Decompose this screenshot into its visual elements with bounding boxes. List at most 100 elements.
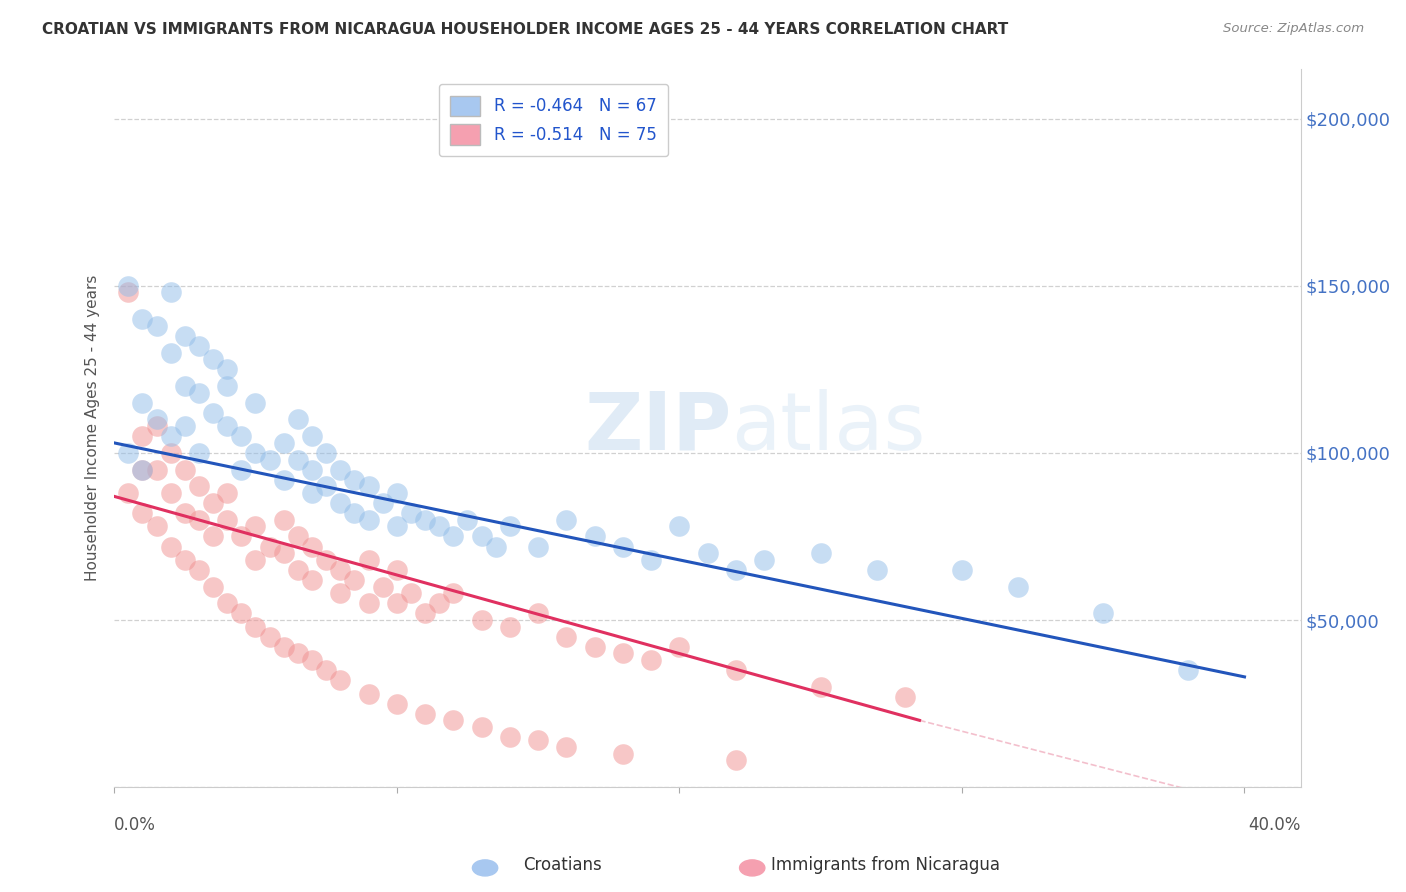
Point bbox=[357, 687, 380, 701]
Point bbox=[752, 553, 775, 567]
Point bbox=[202, 496, 225, 510]
Point bbox=[245, 553, 267, 567]
Point bbox=[273, 640, 295, 654]
Point bbox=[117, 486, 139, 500]
Point bbox=[724, 563, 747, 577]
Point bbox=[301, 653, 323, 667]
Point bbox=[131, 462, 153, 476]
Point bbox=[301, 486, 323, 500]
Point bbox=[1092, 607, 1115, 621]
Point bbox=[131, 429, 153, 443]
Point bbox=[287, 563, 309, 577]
Point bbox=[499, 730, 522, 744]
Point bbox=[202, 352, 225, 367]
Point bbox=[259, 452, 281, 467]
Point bbox=[527, 607, 550, 621]
Point bbox=[301, 462, 323, 476]
Point bbox=[217, 362, 239, 376]
Point bbox=[188, 563, 211, 577]
Point bbox=[583, 529, 606, 543]
Point bbox=[950, 563, 973, 577]
Point bbox=[371, 580, 394, 594]
Point bbox=[188, 479, 211, 493]
Point bbox=[173, 419, 195, 434]
Point bbox=[555, 740, 578, 755]
Point bbox=[173, 506, 195, 520]
Point bbox=[810, 546, 832, 560]
Point bbox=[399, 506, 422, 520]
Point bbox=[217, 596, 239, 610]
Point bbox=[329, 496, 352, 510]
Point bbox=[470, 720, 492, 734]
Point bbox=[343, 506, 366, 520]
Point bbox=[315, 663, 337, 677]
Point bbox=[555, 513, 578, 527]
Point bbox=[385, 563, 408, 577]
Point bbox=[894, 690, 917, 704]
Point bbox=[173, 379, 195, 393]
Y-axis label: Householder Income Ages 25 - 44 years: Householder Income Ages 25 - 44 years bbox=[86, 275, 100, 581]
Point bbox=[696, 546, 718, 560]
Point bbox=[117, 446, 139, 460]
Point bbox=[131, 462, 153, 476]
Point bbox=[583, 640, 606, 654]
Point bbox=[343, 473, 366, 487]
Point bbox=[301, 540, 323, 554]
Point bbox=[145, 419, 167, 434]
Point bbox=[612, 747, 634, 761]
Point bbox=[273, 473, 295, 487]
Point bbox=[427, 596, 450, 610]
Point bbox=[499, 620, 522, 634]
Point bbox=[159, 429, 181, 443]
Point bbox=[413, 607, 436, 621]
Point bbox=[724, 754, 747, 768]
Point bbox=[315, 446, 337, 460]
Point bbox=[159, 540, 181, 554]
Point bbox=[217, 486, 239, 500]
Point bbox=[173, 462, 195, 476]
Point bbox=[456, 513, 478, 527]
Point bbox=[145, 462, 167, 476]
Point bbox=[315, 479, 337, 493]
Point bbox=[1177, 663, 1199, 677]
Point bbox=[273, 436, 295, 450]
Text: Immigrants from Nicaragua: Immigrants from Nicaragua bbox=[772, 855, 1000, 873]
Point bbox=[357, 596, 380, 610]
Point bbox=[329, 586, 352, 600]
Point bbox=[159, 285, 181, 300]
Point bbox=[217, 379, 239, 393]
Point bbox=[810, 680, 832, 694]
Point bbox=[202, 406, 225, 420]
Point bbox=[287, 452, 309, 467]
Point bbox=[173, 329, 195, 343]
Point bbox=[273, 513, 295, 527]
Point bbox=[131, 396, 153, 410]
Point bbox=[217, 419, 239, 434]
Point bbox=[343, 573, 366, 587]
Point bbox=[117, 278, 139, 293]
Point bbox=[470, 529, 492, 543]
Point bbox=[273, 546, 295, 560]
Point bbox=[159, 345, 181, 359]
Point bbox=[145, 412, 167, 426]
Point bbox=[668, 640, 690, 654]
Point bbox=[301, 573, 323, 587]
Point bbox=[159, 486, 181, 500]
Point bbox=[385, 486, 408, 500]
Point bbox=[866, 563, 889, 577]
Point bbox=[329, 673, 352, 688]
Point bbox=[668, 519, 690, 533]
Point bbox=[441, 714, 464, 728]
Point bbox=[555, 630, 578, 644]
Point bbox=[145, 318, 167, 333]
Text: CROATIAN VS IMMIGRANTS FROM NICARAGUA HOUSEHOLDER INCOME AGES 25 - 44 YEARS CORR: CROATIAN VS IMMIGRANTS FROM NICARAGUA HO… bbox=[42, 22, 1008, 37]
Point bbox=[131, 506, 153, 520]
Point bbox=[329, 563, 352, 577]
Point bbox=[612, 540, 634, 554]
Point bbox=[287, 529, 309, 543]
Text: atlas: atlas bbox=[731, 389, 925, 467]
Point bbox=[202, 580, 225, 594]
Point bbox=[188, 446, 211, 460]
Point bbox=[527, 540, 550, 554]
Point bbox=[202, 529, 225, 543]
